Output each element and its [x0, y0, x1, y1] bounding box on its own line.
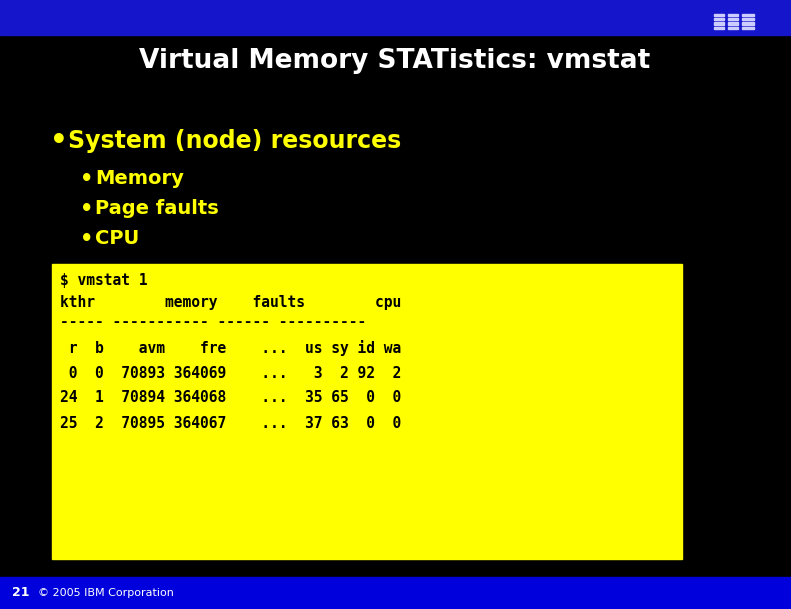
Text: 24  1  70894 364068    ...  35 65  0  0: 24 1 70894 364068 ... 35 65 0 0 — [60, 390, 401, 406]
Bar — [714, 18, 724, 20]
Bar — [714, 22, 724, 25]
Text: System (node) resources: System (node) resources — [68, 129, 401, 153]
Bar — [0, 0, 791, 35]
Bar — [742, 22, 754, 25]
Text: CPU: CPU — [95, 230, 139, 248]
Text: 0  0  70893 364069    ...   3  2 92  2: 0 0 70893 364069 ... 3 2 92 2 — [60, 365, 401, 381]
Text: $ vmstat 1: $ vmstat 1 — [60, 273, 147, 289]
Bar — [710, 6, 780, 34]
Text: •: • — [80, 199, 93, 219]
Text: Page faults: Page faults — [95, 200, 219, 219]
Text: •: • — [80, 229, 93, 249]
Bar — [742, 27, 754, 29]
Bar — [714, 13, 724, 16]
Bar — [728, 27, 738, 29]
Text: 25  2  70895 364067    ...  37 63  0  0: 25 2 70895 364067 ... 37 63 0 0 — [60, 415, 401, 431]
Bar — [742, 18, 754, 20]
Bar — [0, 577, 791, 609]
Text: •: • — [80, 169, 93, 189]
Text: kthr        memory    faults        cpu: kthr memory faults cpu — [60, 295, 401, 311]
Text: 21: 21 — [12, 586, 29, 599]
Text: Virtual Memory STATistics: vmstat: Virtual Memory STATistics: vmstat — [139, 48, 651, 74]
Bar — [714, 27, 724, 29]
Bar — [728, 13, 738, 16]
Text: © 2005 IBM Corporation: © 2005 IBM Corporation — [38, 588, 174, 598]
Bar — [742, 13, 754, 16]
Bar — [728, 22, 738, 25]
Text: ----- ----------- ------ ----------: ----- ----------- ------ ---------- — [60, 314, 366, 329]
Bar — [52, 264, 682, 559]
Text: Memory: Memory — [95, 169, 184, 189]
Bar — [728, 18, 738, 20]
Text: •: • — [50, 127, 68, 155]
Text: r  b    avm    fre    ...  us sy id wa: r b avm fre ... us sy id wa — [60, 340, 401, 356]
